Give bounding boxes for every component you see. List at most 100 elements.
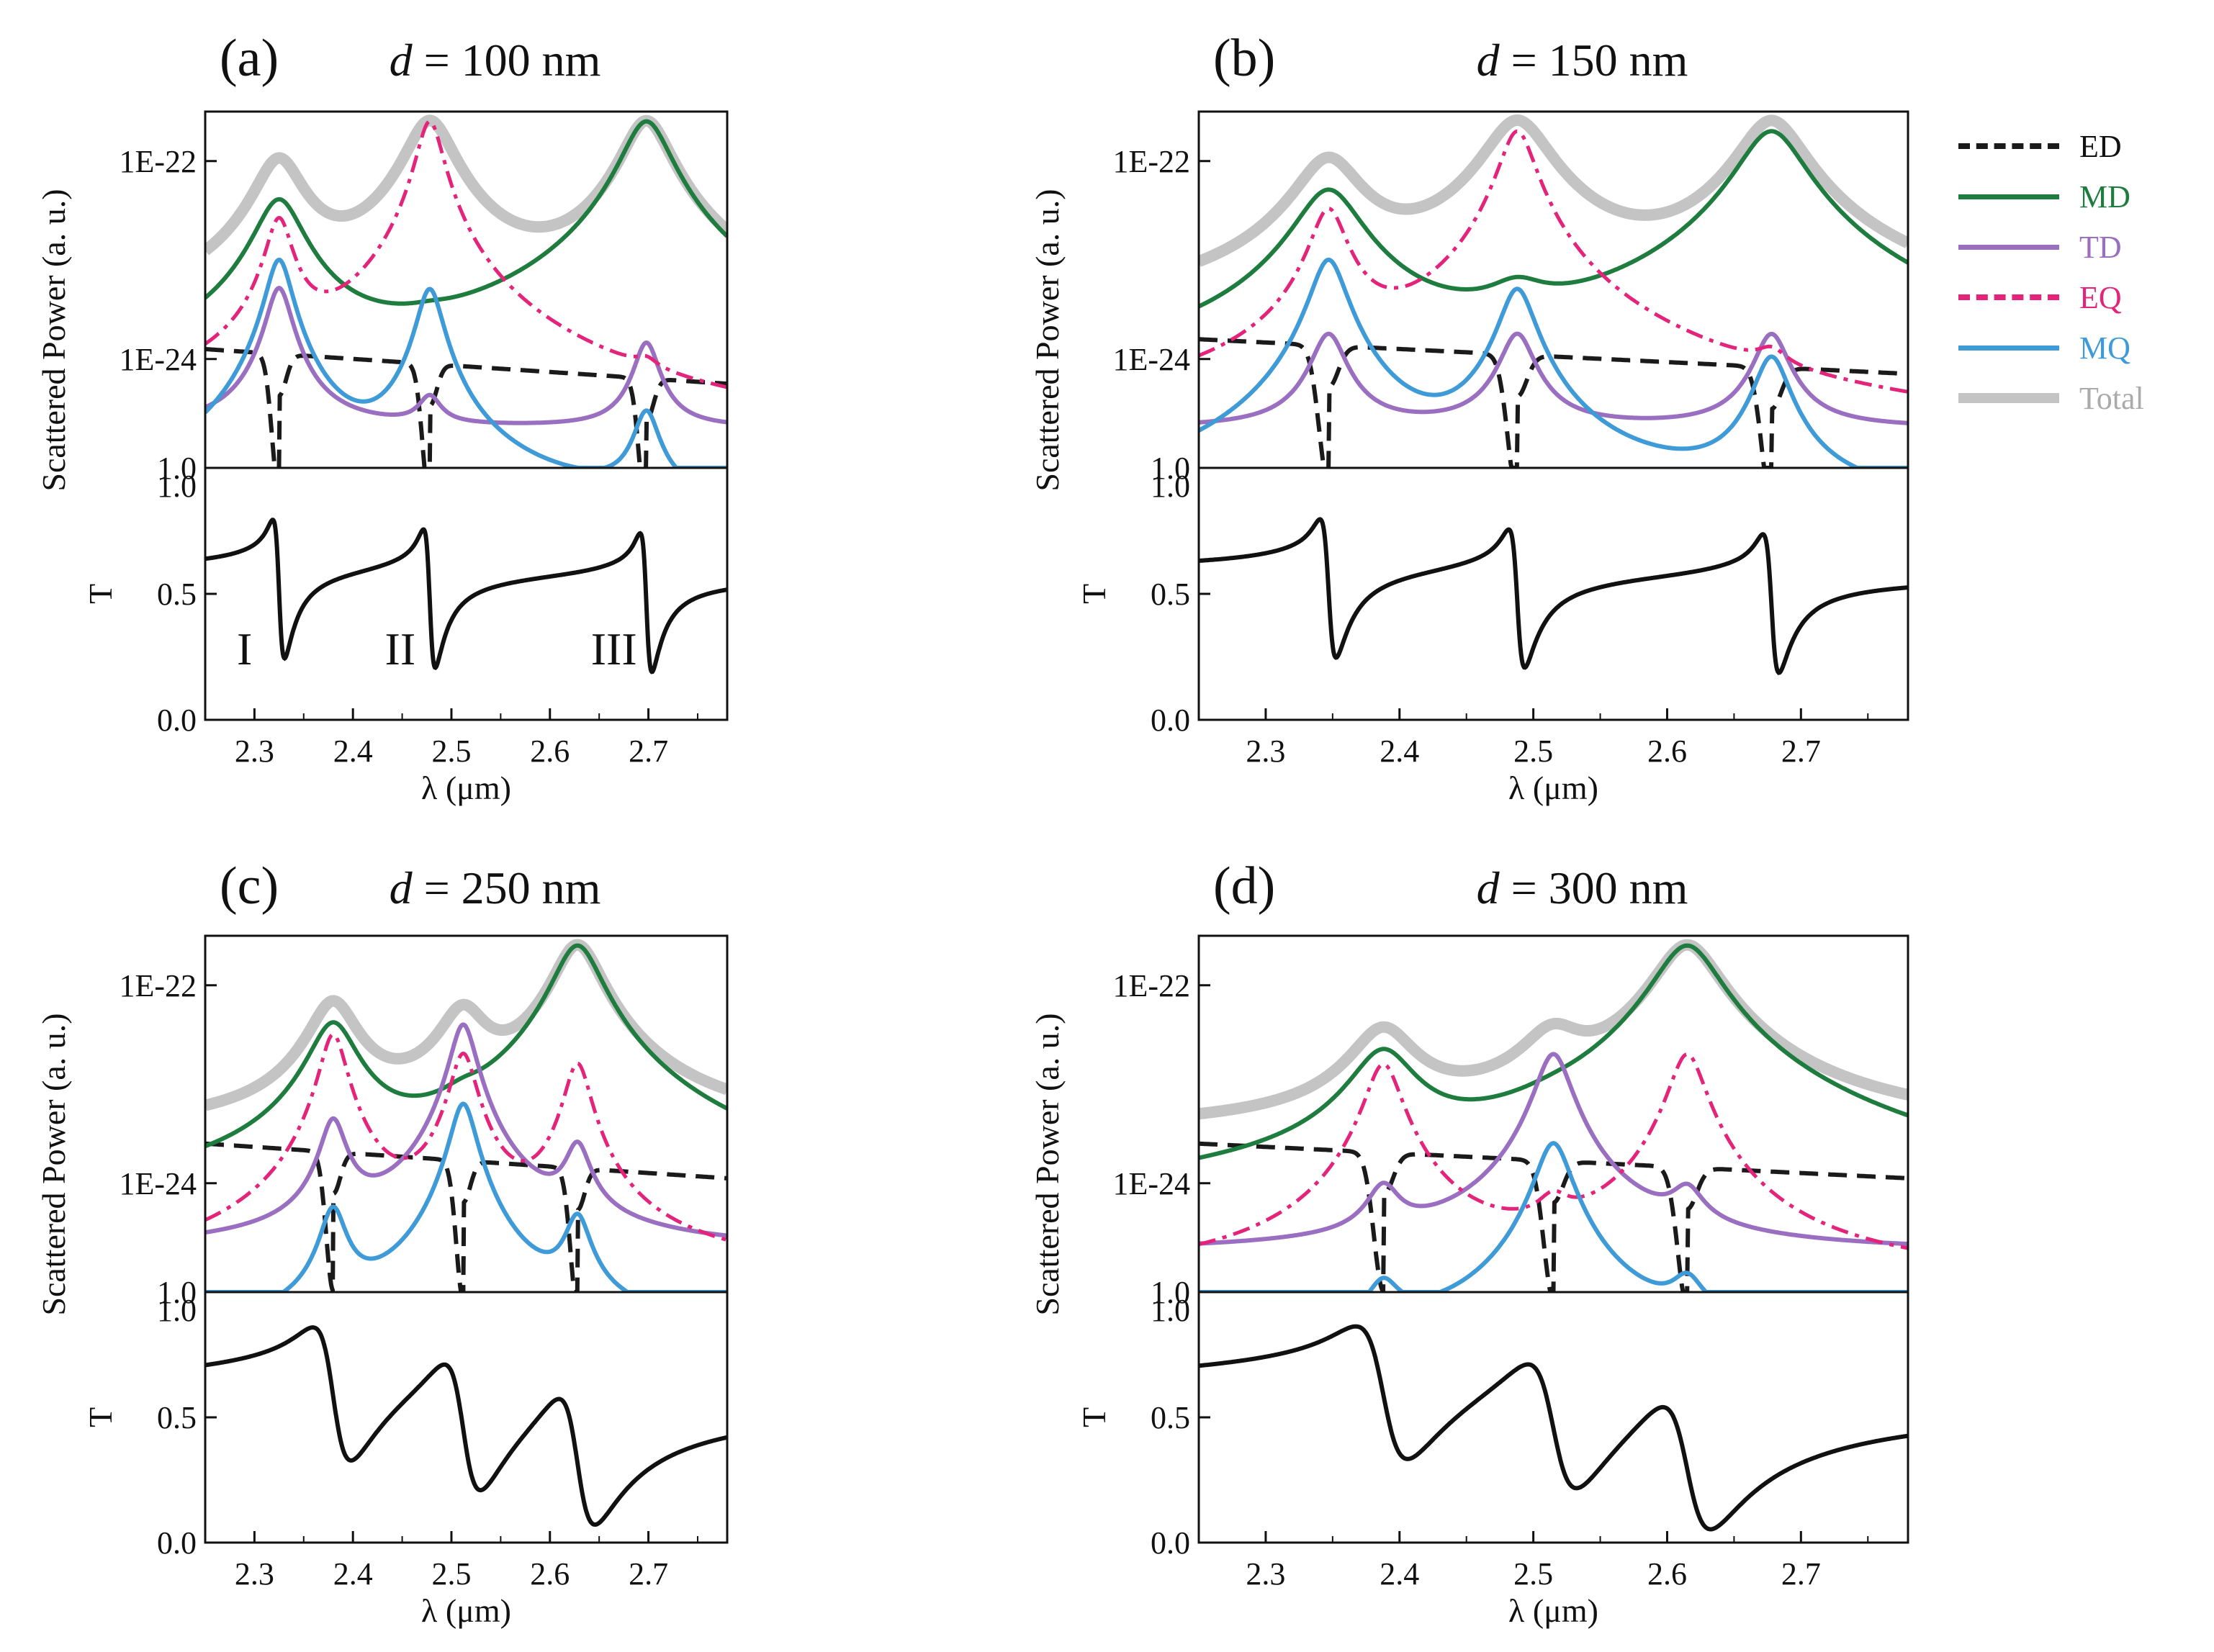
legend-swatch [1958,143,2059,149]
legend-label: MD [2079,179,2130,215]
y-tick-label: 0.5 [1151,577,1190,612]
y-axis-label-bottom: T [1076,1407,1112,1427]
series-line-eq [205,119,727,389]
series-line-eq [1199,129,1908,394]
y-tick-label: 0.5 [157,577,197,612]
x-axis-label: λ (μm) [421,1592,511,1629]
y-axis-label-top: Scattered Power (a. u.) [1029,189,1066,491]
x-tick-label: 2.5 [1513,734,1553,769]
panel-label: (d) [1213,857,1275,916]
y-tick-label: 1E-24 [119,342,197,377]
y-tick-label: 1.0 [1151,469,1190,504]
resonance-label: II [385,623,416,674]
y-tick-label: 1.0 [1151,1275,1190,1310]
panel-title: d = 300 nm [1477,862,1688,913]
y-tick-label: 0.0 [1151,1525,1190,1561]
series-line-eq [205,1032,727,1242]
y-tick-label: 1E-22 [119,144,197,179]
series-line-mq [1199,257,1908,468]
top-plot-area [205,114,727,468]
plot-frame [1197,934,1909,1544]
y-tick-label: 0.0 [157,703,197,738]
panel-c: (c) d = 250 nm 2.3 2.4 2.5 2.6 2.7 λ (μm) 1E-22 1… [35,857,729,1629]
x-tick-label: 2.5 [431,1556,471,1592]
bottom-plot-area [1199,517,1908,675]
title-variable: d [1477,862,1500,913]
legend-label: MQ [2079,330,2130,366]
top-plot-area [205,939,727,1292]
x-tick-label: 2.6 [1647,734,1687,769]
x-tick-label: 2.3 [235,1556,274,1592]
plot-frame [204,934,729,1544]
bottom-plot-area [1199,1324,1908,1532]
series-line-md [1199,129,1908,309]
legend-label: TD [2079,229,2122,265]
series-line-ed [205,1141,727,1292]
series-line-md [1199,943,1908,1160]
series-line-td [205,286,727,425]
resonance-label: III [591,623,637,674]
legend-item-td: TD [1958,222,2144,272]
legend-label: Total [2079,380,2144,416]
x-tick-label: 2.5 [1513,1556,1553,1592]
panel-b: (b) d = 150 nm 2.3 2.4 2.5 2.6 2.7 λ (μm) 1E-22 1… [1029,29,1909,806]
legend-swatch [1958,345,2059,351]
series-line-ed [1199,337,1908,468]
panel-d: (d) d = 300 nm 2.3 2.4 2.5 2.6 2.7 λ (μm) 1E-22 1… [1029,857,1909,1629]
panel-title: d = 250 nm [390,862,601,913]
legend-item-eq: EQ [1958,272,2144,322]
panel-label: (a) [220,29,279,88]
resonance-label: I [237,623,252,674]
y-axis-label-top: Scattered Power (a. u.) [35,189,72,491]
x-tick-label: 2.7 [629,1556,668,1592]
y-tick-label: 0.0 [157,1525,197,1561]
y-tick-label: 1.0 [157,451,197,486]
legend-swatch [1958,294,2059,300]
series-line-md [205,119,727,306]
series-line-transmission [205,518,727,674]
title-value: = 250 nm [413,862,601,913]
series-line-transmission [1199,1324,1908,1532]
x-tick-label: 2.6 [530,1556,570,1592]
y-tick-label: 1E-24 [119,1166,197,1201]
y-tick-label: 1.0 [157,1293,197,1328]
legend-item-total: Total [1958,373,2144,423]
x-tick-label: 2.7 [629,734,668,769]
series-line-ed [1199,1141,1908,1292]
x-tick-label: 2.6 [1647,1556,1687,1592]
title-value: = 100 nm [413,35,601,86]
y-tick-label: 1.0 [157,1275,197,1310]
legend-swatch [1958,194,2059,199]
top-plot-area [1199,114,1908,468]
y-tick-label: 1E-24 [1112,1166,1190,1201]
x-tick-label: 2.3 [235,734,274,769]
y-tick-label: 1E-22 [1112,968,1190,1003]
panel-title: d = 150 nm [1477,35,1688,86]
title-value: = 150 nm [1500,35,1688,86]
y-axis-label-top: Scattered Power (a. u.) [1029,1013,1066,1315]
x-axis-label: λ (μm) [421,769,511,806]
legend: ED MD TD EQ MQ Total [1958,121,2144,423]
series-line-total [1199,939,1908,1120]
series-line-transmission [205,1325,727,1527]
series-line-td [205,1022,727,1238]
legend-swatch [1958,244,2059,250]
y-axis-label-bottom: T [82,1407,119,1427]
y-axis-label-bottom: T [1076,584,1112,604]
x-tick-label: 2.7 [1781,734,1821,769]
legend-item-ed: ED [1958,121,2144,171]
x-tick-label: 2.7 [1781,1556,1821,1592]
series-line-mq [205,257,727,468]
legend-label: EQ [2079,279,2122,315]
panel-a: (a) d = 100 nm 2.3 2.4 2.5 2.6 2.7 λ (μm) 1E-22 1… [35,29,729,806]
series-line-total [1199,114,1908,267]
series-line-total [205,114,727,256]
title-variable: d [390,35,413,86]
y-tick-label: 1E-22 [119,968,197,1003]
top-plot-area [1199,939,1908,1292]
y-tick-label: 0.0 [1151,703,1190,738]
x-tick-label: 2.4 [1380,1556,1419,1592]
series-line-md [205,943,727,1149]
bottom-plot-area [205,518,727,674]
title-value: = 300 nm [1500,862,1688,913]
